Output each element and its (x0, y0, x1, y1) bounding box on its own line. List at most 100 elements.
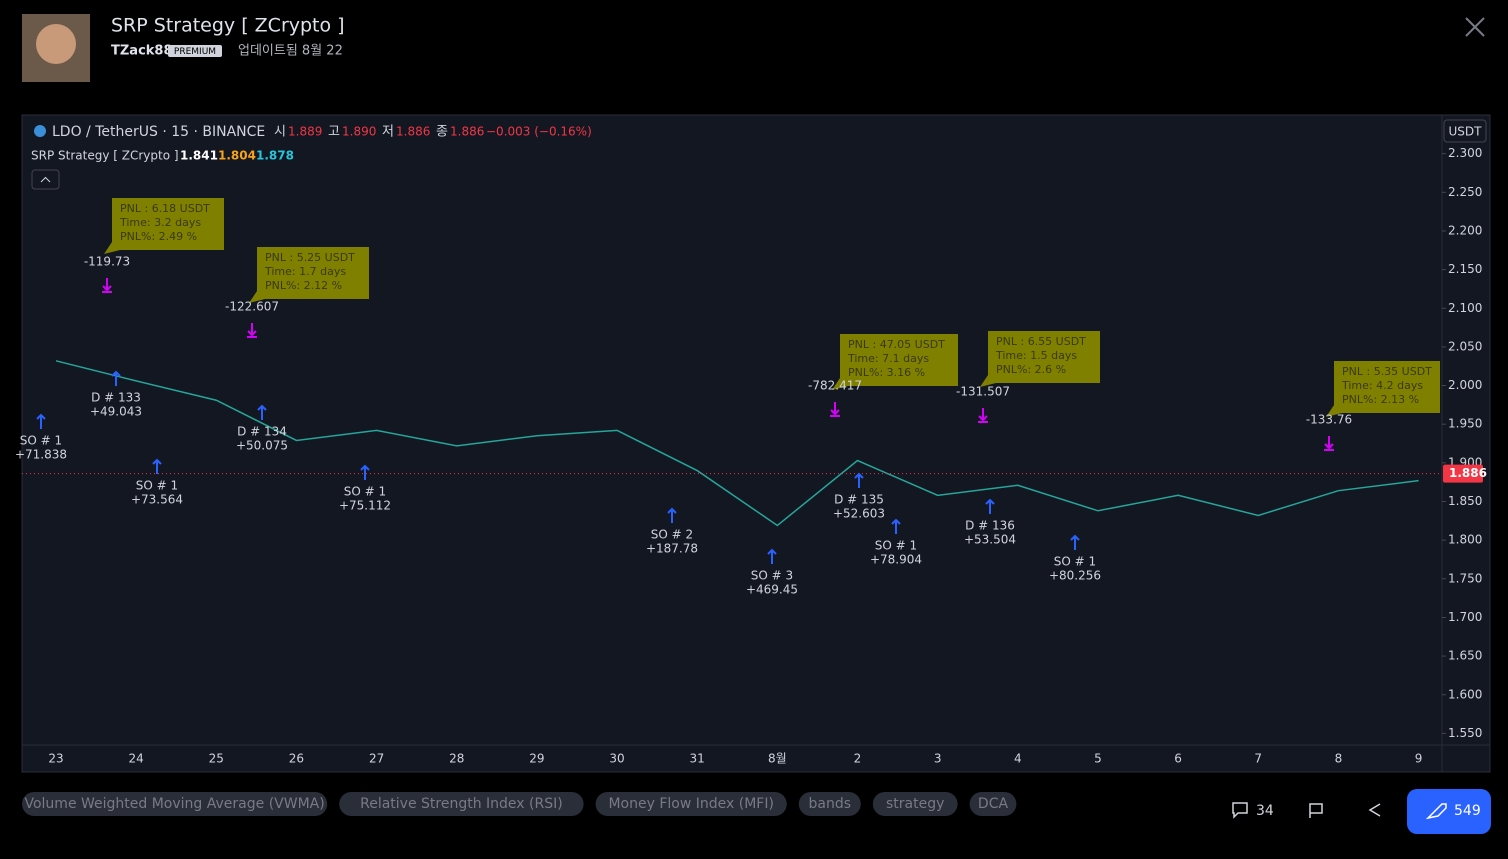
tag[interactable] (22, 792, 328, 816)
order-amount: +73.564 (131, 493, 183, 507)
pnl-box (840, 334, 958, 386)
pnl-text: PNL%: 3.16 % (848, 366, 925, 379)
buy-arrow (985, 498, 995, 514)
rocket-icon (1425, 803, 1447, 820)
comment-count: 34 (1256, 803, 1274, 819)
buy-arrow (1070, 534, 1080, 550)
y-tick-label: 1.750 (1448, 571, 1482, 585)
order-amount: +187.78 (646, 542, 698, 556)
tag-label: Relative Strength Index (RSI) (360, 796, 563, 812)
indicator-value: 1.841 (180, 149, 218, 163)
exit-arrow (102, 278, 112, 293)
x-tick-label: 24 (129, 752, 144, 766)
order-amount: +52.603 (833, 507, 885, 521)
updated: 업데이트됨 8월 22 (238, 44, 343, 59)
order-amount: +71.838 (15, 448, 67, 462)
y-tick-label: 2.100 (1448, 301, 1482, 315)
y-tick-label: 2.000 (1448, 378, 1482, 392)
buy-arrow (111, 370, 121, 386)
loss-label: -119.73 (84, 255, 130, 269)
exit-arrow (1324, 436, 1334, 451)
loss-label: -133.76 (1306, 413, 1352, 427)
pnl-text: PNL%: 2.13 % (1342, 393, 1419, 406)
collapse[interactable] (31, 169, 60, 190)
exit-arrow (830, 402, 840, 417)
flag-icon[interactable] (1309, 803, 1323, 818)
y-tick-label: 1.950 (1448, 417, 1482, 431)
x-tick-label: 9 (1415, 752, 1423, 766)
buy-arrow (36, 413, 46, 429)
x-tick-label: 26 (289, 752, 304, 766)
tag[interactable] (872, 792, 958, 816)
x-tick-label: 4 (1014, 752, 1022, 766)
ohlc-label: 고 (328, 125, 340, 140)
x-tick-label: 31 (690, 752, 705, 766)
tag[interactable] (969, 792, 1017, 816)
pnl-text: Time: 7.1 days (847, 352, 929, 365)
pnl-box (112, 198, 224, 250)
ohlc-value: 1.886 (450, 125, 484, 139)
tag-label: Money Flow Index (MFI) (608, 796, 773, 812)
pnl-text: PNL%: 2.6 % (996, 363, 1066, 376)
buy-arrow (360, 464, 370, 480)
ohlc-value: 1.890 (342, 125, 376, 139)
x-tick-label: 30 (609, 752, 624, 766)
symbol-icon (34, 125, 46, 137)
ohlc-value: 1.886 (396, 125, 430, 139)
x-tick-label: 27 (369, 752, 384, 766)
order-label: SO # 1 (136, 479, 178, 493)
tag[interactable] (339, 792, 584, 816)
order-label: SO # 1 (875, 539, 917, 553)
loss-label: -131.507 (956, 385, 1010, 399)
exit-arrow (247, 323, 257, 338)
y-tick-label: 1.550 (1448, 726, 1482, 740)
close[interactable] (1465, 17, 1485, 37)
author[interactable]: TZack88 (111, 44, 173, 59)
currency: USDT (1449, 125, 1483, 139)
pnl-text: Time: 1.5 days (995, 349, 1077, 362)
x-tick-label: 5 (1094, 752, 1102, 766)
last-price-bg (1443, 464, 1483, 483)
order-amount: +49.043 (90, 405, 142, 419)
loss-label: -782.417 (808, 379, 862, 393)
pnl-box (1334, 361, 1440, 413)
order-amount: +75.112 (339, 499, 391, 513)
tag[interactable] (798, 792, 861, 816)
change: −0.003 (−0.16%) (486, 125, 592, 139)
buy-arrow (257, 404, 267, 420)
y-tick-label: 2.050 (1448, 339, 1482, 353)
buy-arrow (767, 548, 777, 564)
buy-arrow (891, 518, 901, 534)
share-icon[interactable] (1368, 803, 1381, 817)
tag-label: strategy (886, 796, 944, 812)
order-label: D # 133 (91, 391, 141, 405)
order-amount: +50.075 (236, 439, 288, 453)
x-tick-label: 23 (48, 752, 63, 766)
boost-button[interactable] (1407, 789, 1491, 834)
comment-icon[interactable] (1232, 802, 1248, 819)
order-label: D # 134 (237, 425, 287, 439)
order-label: D # 135 (834, 493, 884, 507)
order-label: D # 136 (965, 519, 1015, 533)
y-tick-label: 1.700 (1448, 610, 1482, 624)
symbol: LDO / TetherUS · 15 · BINANCE (52, 124, 265, 140)
badge: PREMIUM (174, 47, 216, 57)
chart-panel (21, 114, 1491, 773)
pnl-pointer (249, 291, 265, 303)
pnl-text: PNL%: 2.12 % (265, 279, 342, 292)
y-tick-label: 1.600 (1448, 687, 1482, 701)
order-label: SO # 1 (344, 485, 386, 499)
pnl-text: PNL : 5.25 USDT (265, 251, 355, 264)
collapse-icon (40, 176, 51, 183)
loss-label: -122.607 (225, 300, 279, 314)
tag[interactable] (595, 792, 787, 816)
currency-box[interactable] (1443, 119, 1487, 143)
ohlc-label: 종 (436, 125, 448, 140)
last-price: 1.886 (1449, 466, 1487, 480)
badge-bg (168, 45, 222, 57)
tag-label: Volume Weighted Moving Average (VWMA) (24, 796, 324, 812)
buy-arrow (854, 472, 864, 488)
x-tick-label: 3 (934, 752, 942, 766)
